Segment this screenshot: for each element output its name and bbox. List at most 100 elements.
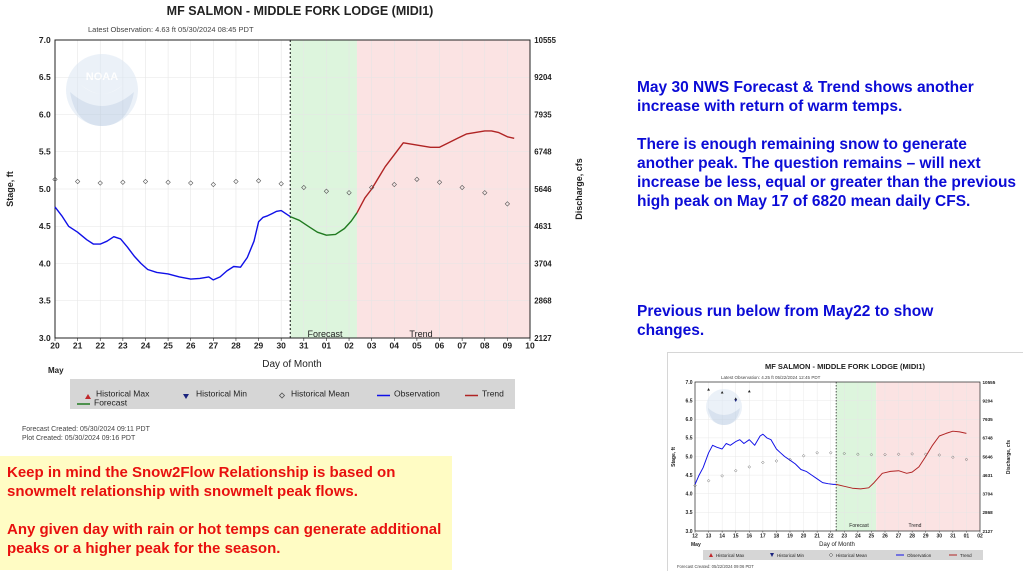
historical-mean-marker (856, 452, 860, 456)
mini-legend-historical-mean: Historical Mean (828, 552, 868, 558)
historical-min-marker (734, 399, 738, 403)
x-tick-label: 17 (760, 533, 766, 539)
y2-tick-label: 9204 (534, 73, 552, 82)
mini-legend-historical-mean-label: Historical Mean (836, 553, 868, 558)
historical-mean-marker (693, 483, 697, 488)
main-month-label: May (48, 366, 64, 375)
mini-chart-subtitle: Latest Observation: 4.25 ft 05/22/2024 1… (721, 375, 821, 380)
x-tick-label: 01 (964, 533, 970, 539)
y2-tick-label: 10555 (983, 380, 996, 385)
historical-mean-marker (74, 178, 81, 185)
legend-forecast-label: Forecast (94, 397, 128, 407)
x-tick-label: 14 (719, 533, 725, 539)
mini-legend-historical-min-label: Historical Min (777, 553, 805, 558)
historical-mean-marker (747, 465, 751, 469)
x-tick-label: 31 (950, 533, 956, 539)
x-tick-label: 15 (733, 533, 739, 539)
y2-tick-label: 10555 (534, 36, 556, 45)
y-tick-label: 6.0 (686, 417, 693, 423)
x-tick-label: 24 (141, 341, 151, 351)
x-tick-label: 03 (367, 341, 377, 351)
historical-mean-marker (255, 178, 262, 184)
historical-mean-marker (210, 181, 216, 188)
historical-mean-marker (52, 176, 58, 182)
historical-max-marker (747, 389, 751, 393)
y-tick-label: 6.5 (39, 72, 51, 82)
x-tick-label: 18 (774, 533, 780, 539)
x-tick-label: 20 (801, 533, 807, 539)
main-chart: MF SALMON - MIDDLE FORK LODGE (MIDI1) La… (5, 4, 584, 442)
mini-chart-title: MF SALMON - MIDDLE FORK LODGE (MIDI1) (765, 362, 925, 371)
x-tick-label: 21 (73, 341, 83, 351)
historical-mean-marker (97, 180, 103, 186)
x-tick-label: 01 (322, 341, 332, 351)
historical-mean-marker (142, 178, 149, 185)
x-tick-label: 24 (855, 533, 861, 539)
historical-mean-marker (964, 457, 969, 462)
x-tick-label: 25 (163, 341, 173, 351)
main-chart-subtitle: Latest Observation: 4.63 ft 05/30/2024 0… (88, 25, 254, 34)
mini-grid (695, 382, 980, 531)
noaa-logo: NOAA (66, 54, 138, 126)
main-y2-label: Discharge, cfs (574, 158, 584, 220)
mini-axis-ticks: 12 13 14 15 16 17 18 19 20 21 22 23 24 25 26 27 28 29 30 31… (686, 380, 996, 540)
historical-mean-marker (761, 460, 765, 465)
main-x-label: Day of Month (262, 359, 321, 370)
historical-mean-marker (459, 184, 465, 191)
legend-historical-max: Historical Max (85, 388, 150, 399)
y-tick-label: 3.0 (39, 333, 51, 343)
y2-tick-label: 3704 (983, 492, 994, 497)
trend-line (356, 130, 515, 214)
historical-mean-marker (842, 451, 846, 456)
main-axis-ticks: 20 21 22 23 24 25 26 27 28 29 30 31 01 02 03 04 05 06 07 08… (39, 35, 557, 351)
y-tick-label: 5.5 (39, 147, 51, 157)
x-tick-label: 23 (118, 341, 128, 351)
x-tick-label: 02 (344, 341, 354, 351)
legend-historical-mean: Historical Mean (278, 388, 350, 399)
y2-tick-label: 7935 (534, 110, 552, 119)
x-tick-label: 29 (923, 533, 929, 539)
annotation-top-p2: There is enough remaining snow to genera… (637, 136, 1017, 210)
historical-mean-marker (734, 468, 738, 473)
main-forecast-label: Forecast (307, 329, 343, 339)
mini-chart: MF SALMON - MIDDLE FORK LODGE (MIDI1) La… (671, 362, 1012, 569)
plot-created: Plot Created: 05/30/2024 09:16 PDT (22, 435, 136, 442)
historical-mean-marker (120, 179, 126, 185)
annotation-top-p1: May 30 NWS Forecast & Trend shows anothe… (637, 79, 974, 115)
y2-tick-label: 2868 (534, 297, 552, 306)
x-tick-label: 16 (747, 533, 753, 539)
mini-legend-trend-label: Trend (960, 553, 972, 558)
historical-mean-marker (233, 178, 239, 185)
y-tick-label: 3.0 (686, 529, 693, 535)
historical-mean-marker (391, 181, 397, 188)
historical-mean-marker (951, 455, 955, 459)
legend-trend-label: Trend (482, 388, 504, 398)
x-tick-label: 30 (937, 533, 943, 539)
historical-mean-marker (788, 457, 792, 462)
annotation-mid-text: Previous run below from May22 to show ch… (637, 303, 934, 339)
mini-legend-observation: Observation (896, 553, 932, 558)
y-tick-label: 4.5 (39, 221, 51, 231)
legend-historical-min: Historical Min (183, 388, 247, 399)
y2-tick-label: 9204 (983, 398, 994, 403)
main-series (52, 130, 515, 281)
main-y-label: Stage, ft (5, 171, 15, 207)
legend-trend: Trend (465, 388, 504, 398)
y2-tick-label: 6748 (983, 436, 994, 441)
legend-observation: Observation (377, 388, 440, 398)
note-p2: Any given day with rain or hot temps can… (7, 521, 442, 557)
x-tick-label: 30 (276, 341, 286, 351)
mini-month-label: May (691, 542, 701, 548)
mini-y2-label: Discharge, cfs (1006, 440, 1012, 474)
legend-observation-label: Observation (394, 388, 440, 398)
mini-plot-border (694, 381, 981, 532)
historical-mean-marker (414, 176, 420, 182)
y-tick-label: 7.0 (39, 35, 51, 45)
x-tick-label: 02 (977, 533, 983, 539)
historical-mean-marker (896, 452, 901, 456)
mini-legend-historical-min: Historical Min (770, 553, 805, 558)
y-tick-label: 7.0 (686, 380, 693, 386)
historical-mean-marker (504, 201, 511, 207)
historical-mean-marker (301, 184, 307, 191)
mini-legend (703, 550, 983, 560)
